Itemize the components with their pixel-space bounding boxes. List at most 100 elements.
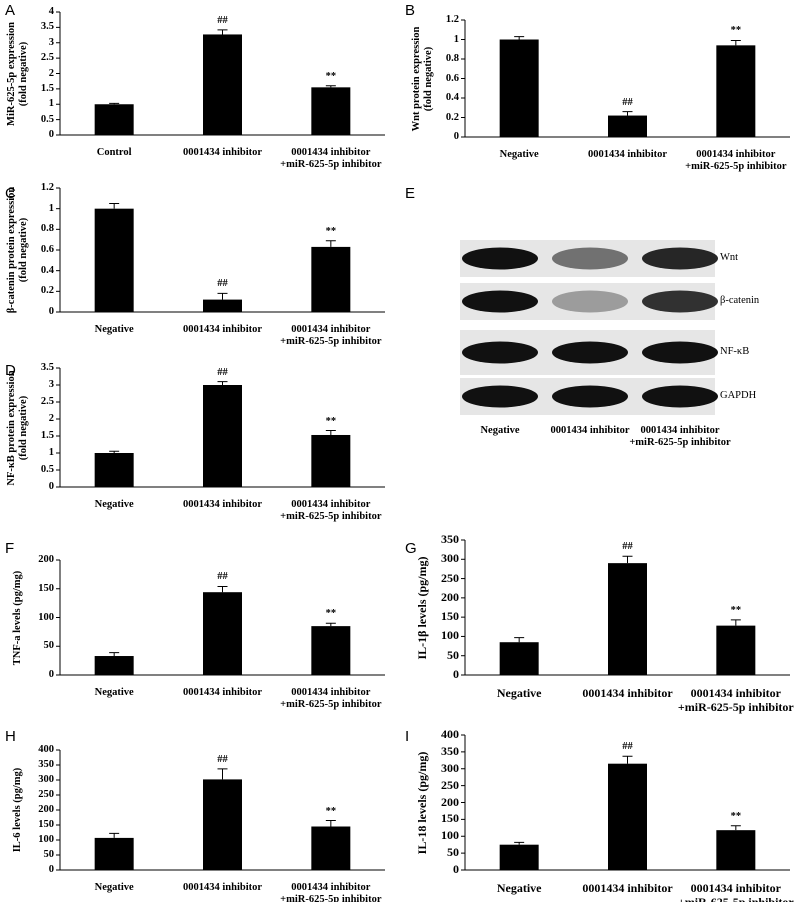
bar	[311, 434, 351, 487]
band	[552, 290, 628, 313]
x-tick-label: 0001434 inhibitor	[182, 687, 263, 698]
y-tick-label: 2	[48, 412, 54, 424]
x-tick-label: 0001434 inhibitor +miR-625-5p inhibitor	[685, 149, 787, 173]
y-tick-label: 150	[441, 609, 459, 624]
bar	[94, 208, 134, 312]
x-tick-label: 0001434 inhibitor +miR-625-5p inhibitor	[280, 147, 382, 171]
error-bar	[730, 39, 741, 46]
band	[552, 385, 628, 408]
x-tick-label: 0001434 inhibitor +miR-625-5p inhibitor	[677, 686, 794, 714]
y-tick-label: 350	[441, 532, 459, 547]
blot-row-label: Wnt	[720, 251, 739, 263]
x-tick-label: Negative	[94, 687, 134, 698]
y-tick-label: 0	[48, 668, 54, 680]
y-tick-label: 100	[441, 828, 459, 843]
y-tick-label: 50	[447, 845, 459, 860]
y-axis-label: β-catenin protein expression (fold negat…	[5, 186, 29, 314]
bar	[499, 642, 539, 675]
y-tick-label: 0	[453, 862, 459, 877]
y-tick-label: 350	[38, 758, 54, 770]
y-tick-label: 2.5	[40, 52, 54, 64]
panel-label: B	[405, 2, 416, 19]
y-tick-label: 1	[48, 446, 54, 458]
y-tick-label: 100	[38, 833, 54, 845]
blot-row-label: NF-κB	[720, 345, 750, 357]
y-tick-label: 2.5	[40, 395, 54, 407]
bar	[716, 830, 756, 870]
y-tick-label: 1	[48, 98, 54, 110]
bar	[608, 115, 647, 137]
bar	[203, 299, 242, 312]
x-tick-label: Negative	[496, 686, 542, 700]
annotation: ##	[622, 96, 633, 108]
y-tick-label: 200	[441, 794, 459, 809]
x-tick-label: Negative	[94, 499, 134, 510]
bar	[94, 656, 134, 675]
annotation: ##	[622, 541, 633, 553]
y-tick-label: 300	[441, 551, 459, 566]
y-tick-label: 0	[48, 128, 54, 140]
panel-label: D	[5, 362, 16, 379]
y-tick-label: 3.5	[40, 21, 54, 33]
y-axis-label: NF-κB protein expression (fold negative)	[5, 369, 29, 486]
y-tick-label: 1	[48, 202, 54, 214]
y-tick-label: 400	[38, 743, 54, 755]
error-bar	[325, 240, 336, 247]
error-bar	[514, 36, 525, 40]
y-axis-label: MiR-625-5p expression (fold negative)	[5, 21, 29, 126]
bar	[203, 385, 242, 487]
blot-row-label: GAPDH	[720, 389, 757, 401]
annotation: **	[730, 25, 742, 37]
bar	[608, 763, 647, 870]
bar	[499, 39, 539, 137]
y-tick-label: 3.5	[40, 361, 54, 373]
error-bar	[217, 585, 228, 593]
y-tick-label: 1	[453, 33, 459, 45]
blot-lane-label: Negative	[480, 425, 520, 436]
error-bar	[217, 768, 228, 780]
panel-label: E	[405, 185, 416, 202]
x-tick-label: 0001434 inhibitor	[587, 149, 668, 160]
x-tick-label: 0001434 inhibitor +miR-625-5p inhibitor	[280, 882, 382, 902]
y-tick-label: 1.2	[40, 181, 54, 193]
annotation: ##	[622, 741, 633, 753]
y-tick-label: 250	[441, 570, 459, 585]
x-tick-label: Negative	[496, 881, 542, 895]
x-tick-label: 0001434 inhibitor	[582, 881, 673, 895]
y-tick-label: 0.2	[40, 285, 54, 297]
bar	[203, 592, 242, 675]
y-tick-label: 0.5	[40, 463, 54, 475]
y-tick-label: 150	[38, 818, 54, 830]
y-tick-label: 400	[441, 727, 459, 742]
y-tick-label: 1.2	[445, 13, 459, 25]
bar	[203, 34, 242, 136]
bar	[94, 453, 134, 487]
y-tick-label: 50	[447, 647, 459, 662]
error-bar	[514, 841, 525, 845]
error-bar	[109, 450, 120, 453]
error-bar	[109, 102, 120, 105]
error-bar	[622, 555, 633, 564]
band	[462, 247, 538, 270]
y-tick-label: 0.4	[40, 264, 54, 276]
band	[552, 247, 628, 270]
error-bar	[622, 111, 633, 116]
y-tick-label: 0	[48, 480, 54, 492]
error-bar	[325, 430, 336, 435]
band	[642, 341, 718, 364]
y-tick-label: 0	[453, 130, 459, 142]
panel-label: F	[5, 540, 15, 557]
error-bar	[217, 381, 228, 385]
annotation: ##	[217, 278, 228, 290]
y-tick-label: 0	[48, 305, 54, 317]
y-tick-label: 0.6	[445, 72, 459, 84]
blot-row-label: β-catenin	[720, 294, 760, 306]
error-bar	[109, 203, 120, 209]
panel-label: A	[5, 2, 16, 19]
bar	[94, 837, 134, 870]
band	[642, 247, 718, 270]
y-tick-label: 250	[38, 788, 54, 800]
y-axis-label: IL-18 levels (pg/mg)	[415, 751, 430, 854]
